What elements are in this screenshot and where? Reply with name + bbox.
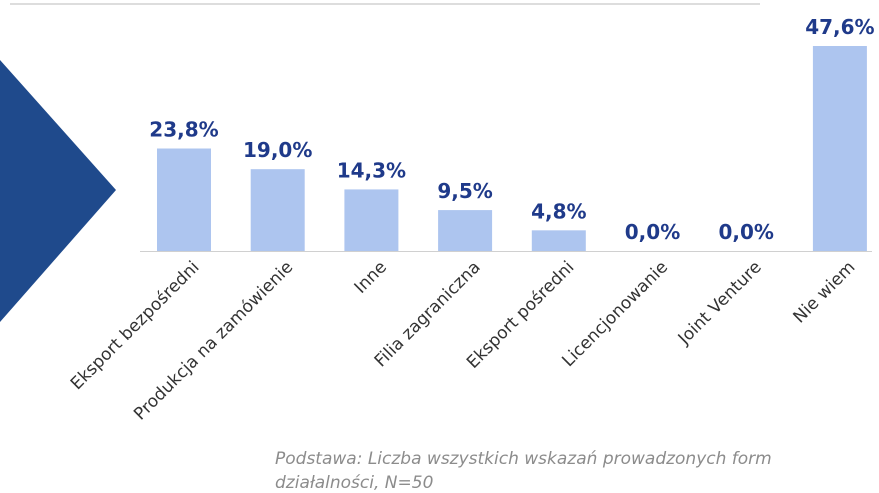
value-label: 0,0% (625, 220, 680, 244)
bar (438, 210, 493, 251)
bar (157, 148, 211, 251)
footnote: Podstawa: Liczba wszystkich wskazań prow… (275, 449, 772, 493)
value-label: 9,5% (437, 179, 492, 203)
x-tick-label: Inne (351, 257, 391, 297)
value-label: 23,8% (149, 118, 218, 142)
value-label: 4,8% (531, 199, 586, 223)
x-tick-label: Joint Venture (674, 257, 766, 349)
value-label: 47,6% (805, 15, 874, 39)
value-label: 19,0% (243, 138, 312, 162)
x-tick-label: Licencjonowanie (558, 257, 672, 371)
bar (344, 189, 399, 251)
bar (812, 46, 867, 251)
bar (250, 169, 305, 251)
x-tick-label: Produkcja na zamówienie (130, 257, 297, 424)
x-tick-label: Nie wiem (789, 257, 859, 327)
arrow-decoration (0, 60, 116, 322)
value-label: 0,0% (718, 220, 773, 244)
bar (531, 230, 586, 251)
value-label: 14,3% (337, 158, 406, 182)
